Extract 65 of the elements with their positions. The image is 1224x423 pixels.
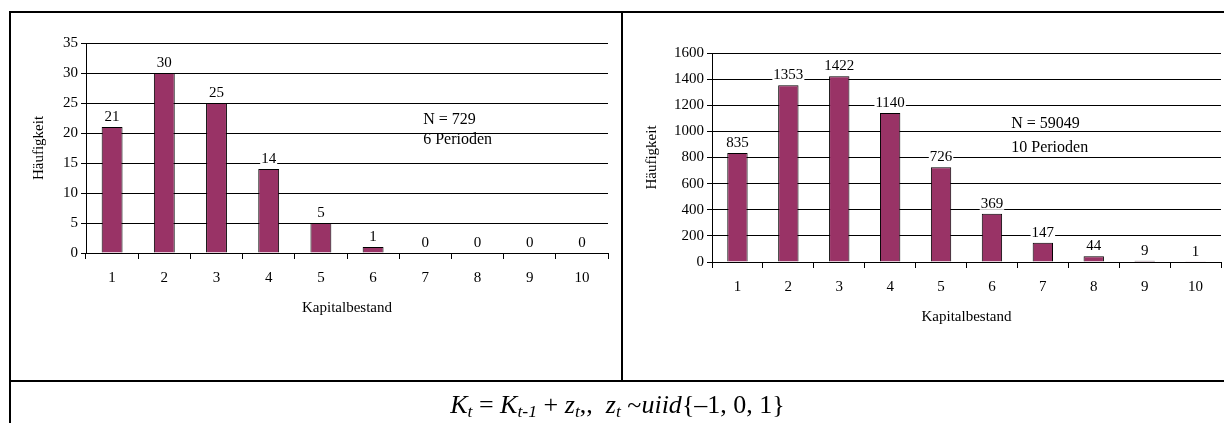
x-tick-label: 9 <box>1140 277 1149 294</box>
x-tick-label: 8 <box>1090 277 1098 294</box>
y-tick-label: 35 <box>63 33 78 50</box>
x-tick-label: 7 <box>1039 277 1048 294</box>
x-tick-label: 6 <box>988 277 997 294</box>
data-label: 44 <box>1086 237 1102 254</box>
data-label: 21 <box>104 108 120 124</box>
text: K$_{t}$ = K$_{t-1}$ + z$_{t}$,, z$_{t}$ ~uiid{–1, 0, 1} <box>450 390 785 422</box>
y-tick-label: 20 <box>63 123 78 140</box>
x-tick-label: 3 <box>212 268 221 285</box>
x-tick-label: 6 <box>369 268 378 285</box>
data-label: 835 <box>726 133 749 150</box>
y-tick-label: 0 <box>70 243 78 260</box>
x-tick-label: 5 <box>937 277 945 294</box>
data-label: 1 <box>1191 242 1200 259</box>
data-label: 0 <box>473 234 482 250</box>
y-tick-label: 10 <box>63 183 78 200</box>
data-label: 14 <box>261 150 277 166</box>
y-tick-label: 15 <box>63 153 78 170</box>
x-axis-title: Kapitalbestand <box>302 298 393 315</box>
x-tick-label: 8 <box>473 268 482 285</box>
data-label: 147 <box>1031 223 1055 240</box>
x-tick-label: 10 <box>1188 277 1204 294</box>
data-label: 369 <box>980 194 1004 211</box>
y-axis-title: Häufigkeit <box>29 115 46 181</box>
y-tick-label: 1000 <box>674 122 704 139</box>
data-label: 1353 <box>773 66 804 83</box>
data-label: 1140 <box>875 94 905 111</box>
data-label: 1 <box>369 228 377 244</box>
x-tick-label: 9 <box>525 268 534 285</box>
y-tick-label: 30 <box>63 63 78 80</box>
x-tick-label: 2 <box>784 277 793 294</box>
data-label: 0 <box>525 234 534 250</box>
x-tick-label: 3 <box>835 277 843 294</box>
annotation: 10 Perioden <box>1011 138 1089 156</box>
y-tick-label: 200 <box>681 226 704 243</box>
y-tick-label: 400 <box>681 200 704 217</box>
x-tick-label: 5 <box>317 268 325 285</box>
data-label: 1422 <box>824 57 855 74</box>
x-tick-label: 4 <box>886 277 895 294</box>
y-tick-label: 1400 <box>674 70 704 87</box>
y-tick-label: 800 <box>681 148 704 165</box>
y-tick-label: 1200 <box>674 96 704 113</box>
data-label: 30 <box>156 54 172 70</box>
x-axis-title: Kapitalbestand <box>921 307 1012 324</box>
x-tick-label: 4 <box>264 268 273 285</box>
y-tick-label: 1600 <box>674 43 704 60</box>
x-tick-label: 10 <box>574 268 590 285</box>
y-tick-label: 600 <box>681 174 704 191</box>
data-label: 5 <box>317 204 325 220</box>
annotation: N = 59049 <box>1011 114 1080 132</box>
data-label: 0 <box>578 234 586 250</box>
data-label: 0 <box>421 234 430 250</box>
y-tick-label: 0 <box>696 252 704 269</box>
annotation: N = 729 <box>423 110 476 128</box>
data-label: 9 <box>1140 241 1149 258</box>
y-tick-label: 25 <box>63 93 78 110</box>
y-tick-label: 5 <box>70 213 78 230</box>
data-label: 25 <box>209 84 224 100</box>
y-axis-title: Häufigkeit <box>642 124 659 190</box>
x-tick-label: 2 <box>160 268 169 285</box>
x-tick-label: 7 <box>421 268 430 285</box>
data-label: 726 <box>929 148 953 165</box>
x-tick-label: 1 <box>108 268 116 285</box>
x-tick-label: 1 <box>733 277 742 294</box>
